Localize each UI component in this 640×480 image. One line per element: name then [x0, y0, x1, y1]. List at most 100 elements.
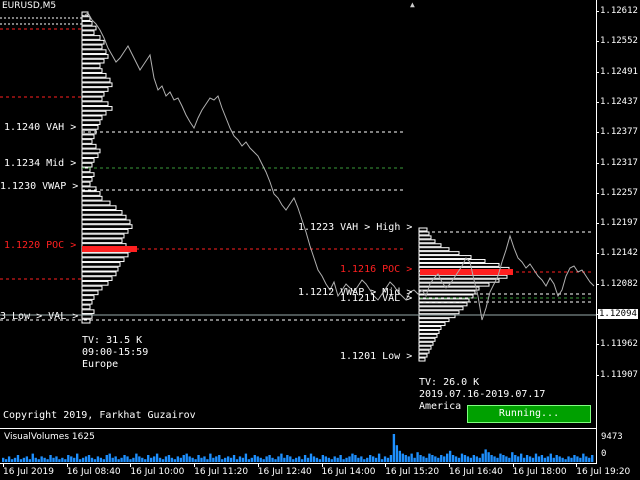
- running-button[interactable]: Running...: [467, 405, 591, 423]
- profile-bar: [81, 39, 105, 45]
- price-tick-label: 1.11907: [596, 369, 638, 380]
- profile-bar: [418, 286, 480, 291]
- profile-bar: [81, 181, 91, 187]
- volume-bar: [448, 450, 452, 462]
- volume-bar: [520, 453, 523, 462]
- volume-bar: [499, 453, 502, 462]
- volume-bar: [315, 457, 319, 462]
- am-low-label: 1.1201 Low >: [340, 351, 413, 362]
- volume-bar: [407, 456, 410, 462]
- profile-bar: [81, 35, 101, 40]
- time-tick-label: 16 Jul 10:00: [130, 464, 185, 477]
- volume-bar: [4, 459, 8, 462]
- profile-bar: [81, 143, 97, 149]
- volume-bar: [206, 459, 209, 462]
- price-tick-label: 1.12082: [596, 278, 638, 289]
- volume-bar: [582, 453, 585, 462]
- eu-time-label: 09:00-15:59: [82, 347, 149, 358]
- volume-bar: [543, 457, 547, 462]
- volume-bar: [295, 457, 298, 462]
- price-tick-label: 1.12257: [596, 187, 638, 198]
- volume-bar: [410, 453, 413, 462]
- eu-poc-label: 1.1220 POC >: [4, 240, 77, 251]
- main-chart[interactable]: EURUSD,M5 ▲ 1.1240 VAH > 1.1234 Mid > 1.…: [0, 0, 596, 424]
- volume-max-label: 9473: [601, 432, 623, 442]
- am-high-label: 1.1223 VAH > High >: [298, 222, 413, 233]
- profile-bar: [418, 243, 442, 248]
- profile-bar: [81, 191, 101, 196]
- profile-bar: [418, 259, 486, 263]
- price-tick-label: 1.11962: [596, 339, 638, 350]
- profile-bar: [81, 172, 95, 177]
- volume-bar: [144, 459, 147, 462]
- price-tick-label: 1.12197: [596, 218, 638, 229]
- volume-bar: [576, 456, 579, 462]
- price-tick-label: 1.12612: [596, 6, 638, 16]
- volume-bar: [96, 456, 100, 462]
- volume-bar: [221, 459, 224, 462]
- volume-bar: [466, 456, 470, 462]
- volume-bar: [348, 456, 351, 462]
- price-axis[interactable]: 1.12612 1.12552 1.12491 1.12437 1.12377 1.123…: [596, 0, 640, 464]
- volume-bar: [336, 457, 339, 462]
- volume-bar: [502, 455, 505, 462]
- profile-bar: [418, 231, 430, 236]
- volume-bar: [475, 456, 478, 462]
- volume-bar: [102, 459, 105, 462]
- one-click-trading-icon[interactable]: ▲: [410, 0, 415, 9]
- volume-bar: [173, 459, 177, 462]
- profile-bar: [81, 16, 91, 21]
- volume-bar: [303, 455, 307, 462]
- volume-bar: [380, 459, 384, 462]
- volume-bar: [114, 456, 117, 462]
- volume-bar: [372, 456, 375, 462]
- volume-bar: [164, 456, 168, 462]
- volume-bar: [105, 455, 108, 462]
- volume-bar: [484, 449, 487, 462]
- profile-bar: [81, 238, 123, 244]
- price-tick-label: 1.12437: [596, 96, 638, 107]
- visual-volumes-window[interactable]: VisualVolumes 1625: [0, 428, 596, 464]
- volume-bar: [540, 455, 544, 462]
- volume-bar: [333, 456, 336, 462]
- volume-bar: [549, 453, 552, 462]
- volume-bar: [52, 457, 55, 462]
- volume-bar: [416, 452, 419, 462]
- volume-bar: [383, 456, 387, 462]
- volume-bar: [176, 456, 179, 462]
- volume-bar: [330, 459, 333, 462]
- price-line: [83, 12, 595, 321]
- time-axis[interactable]: 16 Jul 2019 16 Jul 08:40 16 Jul 10:00 16 Ju…: [0, 464, 640, 480]
- volume-bar: [271, 457, 274, 462]
- profile-bar: [81, 20, 93, 26]
- profile-bar: [81, 299, 93, 305]
- time-tick-label: 16 Jul 11:20: [194, 464, 249, 477]
- volume-bar: [298, 456, 301, 462]
- volume-bar: [389, 455, 393, 462]
- profile-bar: [81, 68, 103, 73]
- volume-bar: [437, 457, 440, 462]
- volume-bar: [108, 453, 111, 462]
- profile-bar: [81, 96, 103, 102]
- profile-bar: [81, 139, 93, 144]
- volume-bar: [345, 457, 348, 462]
- profile-bar: [81, 124, 99, 130]
- volume-bar: [250, 457, 253, 462]
- price-tick-label: 1.12317: [596, 157, 638, 168]
- volume-bar: [99, 457, 103, 462]
- volume-bar: [522, 457, 526, 462]
- volume-bar: [360, 456, 363, 462]
- volume-bar: [351, 453, 354, 462]
- volume-bar: [363, 459, 366, 462]
- profile-bar: [81, 210, 123, 215]
- volume-bar: [286, 455, 289, 462]
- volume-bar: [150, 457, 153, 462]
- price-chart-canvas[interactable]: [0, 0, 596, 424]
- volume-bar: [404, 455, 407, 462]
- volume-bar: [188, 456, 191, 462]
- time-tick-label: 16 Jul 19:20: [576, 464, 631, 477]
- volume-bar: [514, 455, 517, 462]
- volume-bar: [531, 457, 535, 462]
- volume-bar: [200, 457, 203, 462]
- volume-bar: [579, 457, 582, 462]
